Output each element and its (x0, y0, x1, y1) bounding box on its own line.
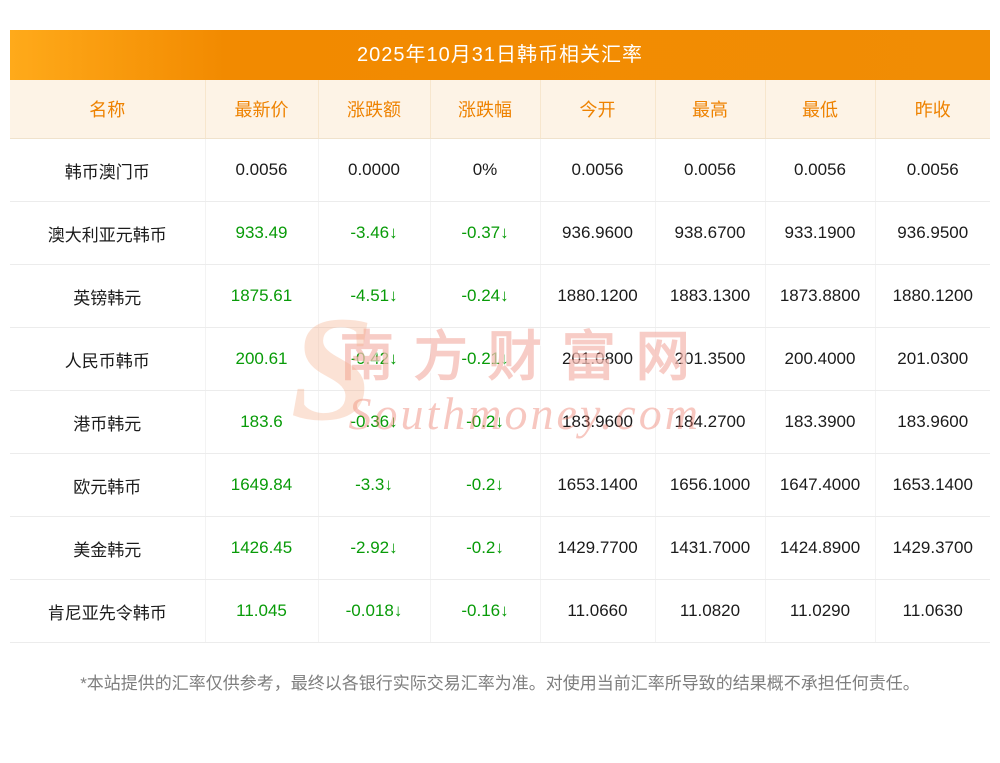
cell-low: 11.0290 (765, 579, 876, 643)
cell-high: 938.6700 (655, 201, 766, 265)
cell-high: 201.3500 (655, 327, 766, 391)
column-header: 今开 (540, 80, 656, 139)
table-title-bar: 2025年10月31日韩币相关汇率 (10, 30, 990, 80)
cell-prev_close: 183.9600 (875, 390, 990, 454)
cell-high: 0.0056 (655, 138, 766, 202)
cell-open: 0.0056 (540, 138, 656, 202)
table-row: 美金韩元 1426.45 -2.92↓ -0.2↓ 1429.7700 1431.7000… (10, 516, 990, 580)
cell-change: -4.51↓ (318, 264, 431, 328)
cell-latest: 1875.61 (205, 264, 319, 328)
column-header: 最新价 (205, 80, 319, 139)
cell-low: 200.4000 (765, 327, 876, 391)
column-header: 昨收 (875, 80, 990, 139)
cell-prev_close: 0.0056 (875, 138, 990, 202)
cell-change_pct: -0.2↓ (430, 390, 541, 454)
cell-change_pct: 0% (430, 138, 541, 202)
cell-change_pct: -0.24↓ (430, 264, 541, 328)
cell-change_pct: -0.2↓ (430, 453, 541, 517)
cell-change: -2.92↓ (318, 516, 431, 580)
cell-change: -3.46↓ (318, 201, 431, 265)
exchange-rate-page: 2025年10月31日韩币相关汇率 名称 最新价 涨跌额 涨跌幅 今开 最高 最低 昨收 韩币… (0, 30, 1000, 763)
table-row: 韩币澳门币 0.0056 0.0000 0% 0.0056 0.0056 0.0056 0.0… (10, 138, 990, 202)
cell-open: 936.9600 (540, 201, 656, 265)
cell-change_pct: -0.16↓ (430, 579, 541, 643)
cell-high: 1431.7000 (655, 516, 766, 580)
cell-prev_close: 11.0630 (875, 579, 990, 643)
cell-open: 1653.1400 (540, 453, 656, 517)
cell-prev_close: 936.9500 (875, 201, 990, 265)
cell-low: 933.1900 (765, 201, 876, 265)
cell-latest: 1649.84 (205, 453, 319, 517)
cell-prev_close: 1880.1200 (875, 264, 990, 328)
cell-change: -3.3↓ (318, 453, 431, 517)
table-row: 澳大利亚元韩币 933.49 -3.46↓ -0.37↓ 936.9600 938.670… (10, 201, 990, 265)
cell-name: 澳大利亚元韩币 (10, 201, 206, 265)
cell-change: -0.018↓ (318, 579, 431, 643)
page-title: 2025年10月31日韩币相关汇率 (357, 44, 643, 66)
cell-low: 1424.8900 (765, 516, 876, 580)
table-row: 港币韩元 183.6 -0.36↓ -0.2↓ 183.9600 184.2700 183.… (10, 390, 990, 454)
table-row: 英镑韩元 1875.61 -4.51↓ -0.24↓ 1880.1200 1883.130… (10, 264, 990, 328)
column-header: 最高 (655, 80, 766, 139)
cell-low: 183.3900 (765, 390, 876, 454)
cell-name: 英镑韩元 (10, 264, 206, 328)
cell-high: 184.2700 (655, 390, 766, 454)
header-row: 名称 最新价 涨跌额 涨跌幅 今开 最高 最低 昨收 (10, 80, 990, 139)
cell-name: 欧元韩币 (10, 453, 206, 517)
cell-name: 港币韩元 (10, 390, 206, 454)
cell-open: 201.0800 (540, 327, 656, 391)
cell-prev_close: 1653.1400 (875, 453, 990, 517)
cell-high: 11.0820 (655, 579, 766, 643)
cell-change_pct: -0.21↓ (430, 327, 541, 391)
column-header: 涨跌幅 (430, 80, 541, 139)
cell-low: 1873.8800 (765, 264, 876, 328)
cell-open: 1429.7700 (540, 516, 656, 580)
cell-latest: 0.0056 (205, 138, 319, 202)
exchange-rates-table: 名称 最新价 涨跌额 涨跌幅 今开 最高 最低 昨收 韩币澳门币 0.0056 0.0000 0% 0… (10, 80, 990, 643)
cell-change_pct: -0.37↓ (430, 201, 541, 265)
cell-open: 183.9600 (540, 390, 656, 454)
cell-open: 1880.1200 (540, 264, 656, 328)
cell-latest: 183.6 (205, 390, 319, 454)
cell-high: 1883.1300 (655, 264, 766, 328)
cell-name: 人民币韩币 (10, 327, 206, 391)
table-row: 人民币韩币 200.61 -0.42↓ -0.21↓ 201.0800 201.3500 2… (10, 327, 990, 391)
cell-latest: 1426.45 (205, 516, 319, 580)
cell-change: -0.36↓ (318, 390, 431, 454)
disclaimer-text: *本站提供的汇率仅供参考，最终以各银行实际交易汇率为准。对使用当前汇率所导致的结… (80, 674, 920, 693)
table-row: 欧元韩币 1649.84 -3.3↓ -0.2↓ 1653.1400 1656.1000 1… (10, 453, 990, 517)
cell-open: 11.0660 (540, 579, 656, 643)
cell-latest: 200.61 (205, 327, 319, 391)
cell-change: -0.42↓ (318, 327, 431, 391)
table-row: 肯尼亚先令韩币 11.045 -0.018↓ -0.16↓ 11.0660 11.0820… (10, 579, 990, 643)
cell-prev_close: 1429.3700 (875, 516, 990, 580)
cell-latest: 11.045 (205, 579, 319, 643)
cell-low: 1647.4000 (765, 453, 876, 517)
column-header: 涨跌额 (318, 80, 431, 139)
cell-change_pct: -0.2↓ (430, 516, 541, 580)
cell-prev_close: 201.0300 (875, 327, 990, 391)
cell-name: 美金韩元 (10, 516, 206, 580)
cell-high: 1656.1000 (655, 453, 766, 517)
cell-low: 0.0056 (765, 138, 876, 202)
column-header: 名称 (10, 80, 206, 139)
cell-change: 0.0000 (318, 138, 431, 202)
cell-latest: 933.49 (205, 201, 319, 265)
rates-table-body: 韩币澳门币 0.0056 0.0000 0% 0.0056 0.0056 0.0056 0.0… (10, 138, 990, 643)
column-header: 最低 (765, 80, 876, 139)
cell-name: 韩币澳门币 (10, 138, 206, 202)
cell-name: 肯尼亚先令韩币 (10, 579, 206, 643)
